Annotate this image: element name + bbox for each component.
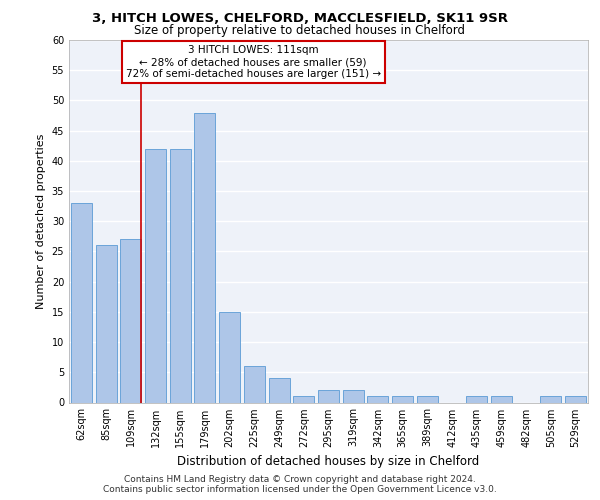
Y-axis label: Number of detached properties: Number of detached properties bbox=[36, 134, 46, 309]
X-axis label: Distribution of detached houses by size in Chelford: Distribution of detached houses by size … bbox=[178, 455, 479, 468]
Bar bbox=[120, 240, 141, 402]
Bar bbox=[71, 203, 92, 402]
Bar bbox=[219, 312, 240, 402]
Bar bbox=[145, 149, 166, 403]
Bar bbox=[392, 396, 413, 402]
Bar bbox=[367, 396, 388, 402]
Bar bbox=[491, 396, 512, 402]
Bar bbox=[417, 396, 438, 402]
Bar bbox=[170, 149, 191, 403]
Bar bbox=[343, 390, 364, 402]
Bar bbox=[95, 246, 116, 402]
Bar bbox=[293, 396, 314, 402]
Bar bbox=[466, 396, 487, 402]
Text: Size of property relative to detached houses in Chelford: Size of property relative to detached ho… bbox=[134, 24, 466, 37]
Text: 3 HITCH LOWES: 111sqm
← 28% of detached houses are smaller (59)
72% of semi-deta: 3 HITCH LOWES: 111sqm ← 28% of detached … bbox=[125, 46, 381, 78]
Text: 3, HITCH LOWES, CHELFORD, MACCLESFIELD, SK11 9SR: 3, HITCH LOWES, CHELFORD, MACCLESFIELD, … bbox=[92, 12, 508, 26]
Text: Contains HM Land Registry data © Crown copyright and database right 2024.
Contai: Contains HM Land Registry data © Crown c… bbox=[103, 474, 497, 494]
Bar bbox=[565, 396, 586, 402]
Bar bbox=[244, 366, 265, 403]
Bar bbox=[194, 112, 215, 403]
Bar bbox=[269, 378, 290, 402]
Bar bbox=[318, 390, 339, 402]
Bar bbox=[541, 396, 562, 402]
